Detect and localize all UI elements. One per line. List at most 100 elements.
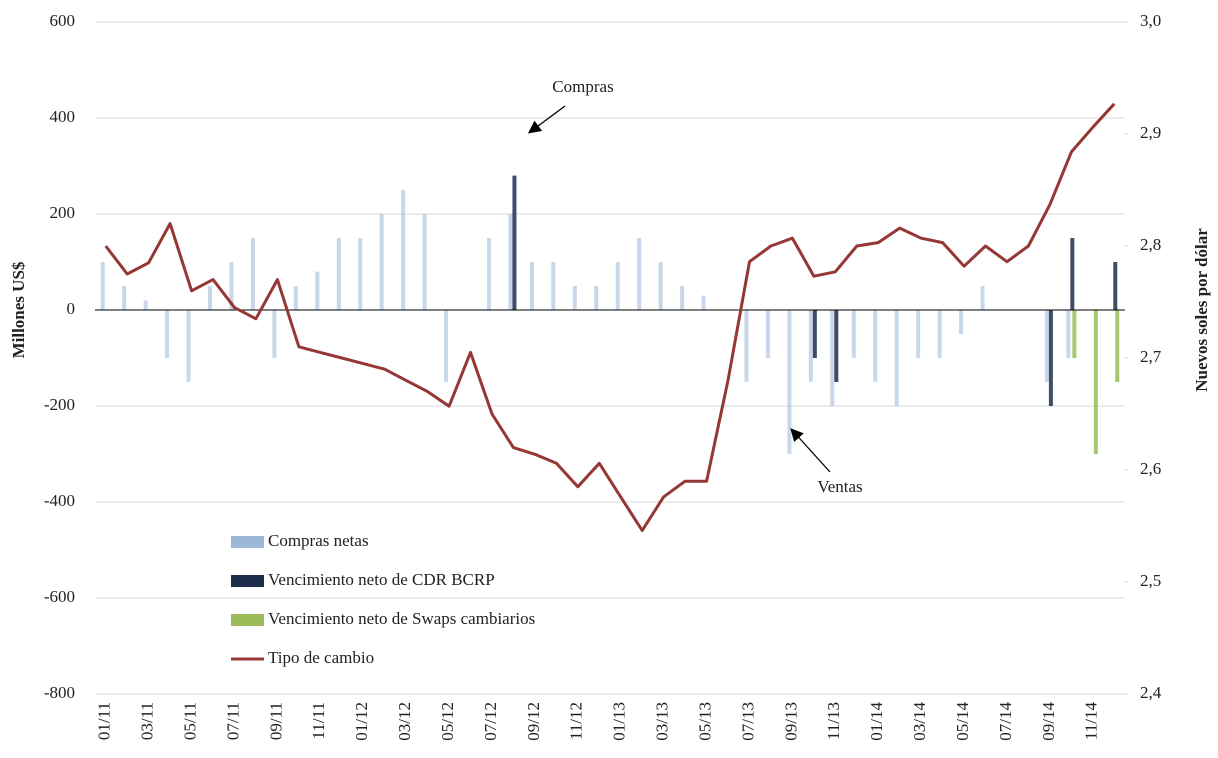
x-tick-label: 11/14 [1082,702,1101,741]
x-tick-label: 09/11 [266,702,285,740]
bar [250,238,255,310]
annotation: Ventas [817,477,862,496]
bar [594,286,599,310]
bar [1115,310,1120,382]
bar [851,310,856,358]
bar [486,238,491,310]
bar [293,286,298,310]
x-tick-label: 09/12 [524,702,543,741]
bar [165,310,170,358]
bar [765,310,770,358]
bar [701,295,706,310]
bar [1066,310,1071,358]
y-tick-label: 0 [67,299,76,318]
bar [1044,310,1049,382]
annotation-arrow [790,428,831,473]
bar [1070,238,1075,310]
x-tick-label: 11/13 [824,702,843,740]
legend-swatch [231,614,264,626]
bar [122,286,127,310]
legend-label: Vencimiento neto de Swaps cambiarios [268,609,535,628]
x-tick-label: 09/14 [1039,702,1058,741]
bar [744,310,749,382]
x-tick-label: 05/13 [695,702,714,741]
bar [572,286,577,310]
bar [401,190,406,310]
bar [916,310,921,358]
y2-tick-label: 3,0 [1140,11,1161,30]
y-tick-label: -200 [44,395,75,414]
y2-tick-label: 2,7 [1140,347,1162,366]
legend-label: Compras netas [268,531,369,550]
x-tick-label: 01/11 [95,702,114,740]
bar [615,262,620,310]
bar [208,286,213,310]
y-tick-label: -800 [44,683,75,702]
y-axis-label: Millones US$ [9,261,28,358]
bar [508,214,513,310]
x-tick-label: 01/13 [610,702,629,741]
bar [959,310,964,334]
bar [336,238,341,310]
y2-tick-label: 2,9 [1140,123,1161,142]
x-tick-label: 03/13 [653,702,672,741]
bar [551,262,556,310]
bar [787,310,792,454]
x-tick-label: 05/11 [180,702,199,740]
legend-label: Vencimiento neto de CDR BCRP [268,570,495,589]
y-tick-label: -600 [44,587,75,606]
bar [680,286,685,310]
x-tick-label: 03/12 [395,702,414,741]
x-tick-label: 11/11 [309,702,328,739]
annotation: Compras [552,77,613,96]
bar [873,310,878,382]
legend-swatch [231,575,264,587]
bar [512,175,517,310]
legend-label: Tipo de cambio [268,648,374,667]
bar [529,262,534,310]
bar [358,238,363,310]
x-tick-label: 09/13 [781,702,800,741]
bar [143,300,148,310]
line-series [104,102,1116,532]
x-tick-label: 01/14 [867,702,886,741]
bar [830,310,835,406]
bar [808,310,813,382]
bar [1072,310,1077,358]
bar [937,310,942,358]
x-tick-label: 07/13 [738,702,757,741]
bar [186,310,191,382]
bar [980,286,985,310]
y2-tick-label: 2,8 [1140,235,1161,254]
x-tick-label: 05/12 [438,702,457,741]
legend-swatch [231,536,264,548]
y2-tick-label: 2,4 [1140,683,1162,702]
bar [812,310,817,358]
x-tick-label: 07/11 [223,702,242,740]
y2-axis-label: Nuevos soles por dólar [1192,228,1211,392]
y2-tick-label: 2,5 [1140,571,1161,590]
x-tick-label: 07/12 [481,702,500,741]
y2-tick-label: 2,6 [1140,459,1161,478]
y-tick-label: 600 [50,11,76,30]
bar [272,310,277,358]
x-tick-label: 07/14 [996,702,1015,741]
bar [1113,262,1118,310]
y-tick-label: -400 [44,491,75,510]
bar [658,262,663,310]
bar [229,262,234,310]
bar [637,238,642,310]
x-tick-label: 03/14 [910,702,929,741]
bar [379,214,384,310]
bar [1048,310,1053,406]
bar [100,262,105,310]
annotation-arrow [527,105,566,134]
bar [834,310,839,382]
x-tick-label: 01/12 [352,702,371,741]
bar [1093,310,1098,454]
bar [315,271,320,310]
x-tick-label: 03/11 [138,702,157,740]
bar [894,310,899,406]
y-tick-label: 200 [50,203,76,222]
